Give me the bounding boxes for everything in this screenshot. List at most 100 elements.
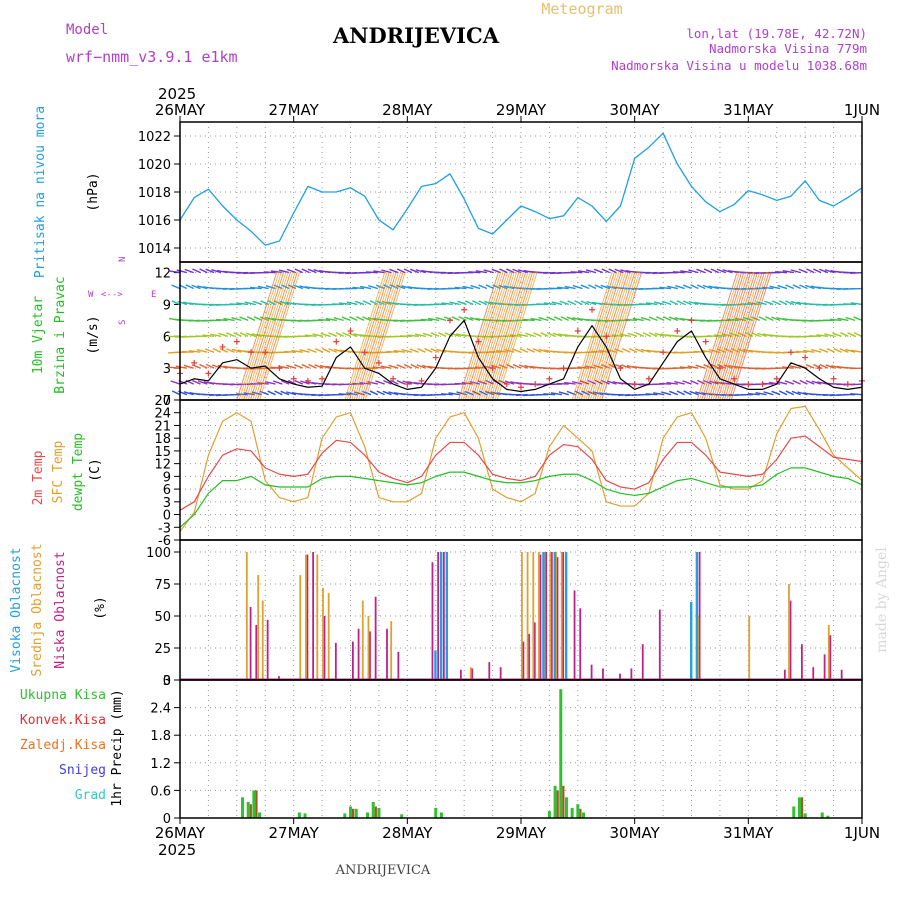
wind-arrow	[264, 381, 276, 385]
wind-arrow	[768, 381, 781, 385]
wind-arrow-streak	[458, 271, 499, 401]
wind-arrow-streak	[594, 271, 636, 401]
wind-arrow	[593, 268, 604, 274]
wind-gust-marker	[475, 338, 482, 345]
temperature-tick-label: -6	[158, 534, 171, 549]
wind-arrow	[804, 284, 815, 290]
wind-arrow	[669, 390, 679, 396]
wind-gust-marker	[418, 377, 425, 384]
cloud-bar	[533, 622, 536, 680]
wind-arrow-streak	[580, 271, 622, 401]
wind-arrow	[806, 268, 815, 274]
precip-legend-conv: Konvek.Kisa	[20, 713, 106, 728]
cloud-bar	[829, 635, 832, 680]
wind-arrow	[485, 284, 495, 290]
wind-gust-marker	[617, 365, 624, 372]
precip-total-bar	[252, 790, 256, 818]
wind-arrow	[824, 269, 835, 274]
wind-arrow	[410, 363, 419, 369]
wind-arrow	[470, 316, 481, 322]
wind-arrow-streak	[357, 271, 399, 401]
wind-arrow	[771, 390, 781, 396]
wind-arrow-streak	[717, 271, 759, 401]
wind-arrow	[491, 268, 501, 274]
cloud-high-label: Visoka Oblacnost	[9, 547, 24, 672]
cloud-bar	[564, 552, 568, 680]
temperature-tick-label: 6	[163, 483, 171, 498]
wind-arrow-streak	[598, 271, 640, 401]
wind-arrow	[667, 285, 679, 290]
precip-total-bar	[797, 797, 801, 818]
precip-total-bar	[297, 812, 301, 818]
cloud-bar	[528, 633, 530, 680]
temperature-tick-label: 3	[163, 496, 171, 511]
cloud-bar	[306, 554, 309, 680]
wind-arrow	[608, 268, 617, 274]
wind-unit: (m/s)	[86, 315, 101, 354]
location-title: ANDRIJEVICA	[332, 23, 500, 48]
wind-arrow	[365, 271, 378, 274]
wind-arrow	[284, 350, 296, 353]
wind-arrow	[239, 332, 249, 337]
cloud-tick-label: 50	[154, 610, 171, 625]
wind-gust-marker	[546, 375, 553, 382]
precip-legend-snow: Snijeg	[59, 763, 106, 778]
wind-gust-marker	[375, 359, 382, 366]
cloud-mid-label: Srednja Oblacnost	[30, 543, 45, 676]
wind-arrow	[464, 300, 474, 306]
cloud-bar	[374, 596, 377, 680]
precip-legend-total: Ukupna Kisa	[20, 688, 106, 703]
wind-arrow-streak	[245, 271, 287, 401]
wind-direction-arrows	[168, 268, 863, 401]
wind-arrow	[204, 348, 215, 353]
wind-arrow	[831, 364, 842, 369]
wind-arrow-streak	[698, 271, 740, 401]
precip-legend-graupel: Grad	[75, 788, 106, 803]
wind-arrow	[567, 300, 576, 306]
wind-arrow	[763, 391, 774, 396]
footer-location: ANDRIJEVICA	[335, 863, 431, 878]
wind-arrow	[708, 285, 719, 290]
cloud-bar	[590, 664, 593, 680]
wind-arrow	[373, 270, 385, 274]
wind-arrow	[245, 332, 256, 337]
wind-arrow	[635, 348, 645, 353]
precip-total-bar	[354, 808, 358, 818]
wind-arrow	[536, 303, 549, 306]
wind-gust-marker	[631, 381, 638, 388]
bottom-day-label: 31MAY	[723, 824, 774, 842]
wind-arrow	[782, 270, 794, 274]
wind-arrow	[626, 364, 638, 369]
wind-arrow-streak	[478, 271, 520, 401]
cloud-bar	[488, 662, 491, 680]
wind-arrow	[570, 271, 583, 274]
wind-arrow	[825, 364, 835, 369]
wind-arrow	[428, 317, 440, 322]
wind-arrow-streak	[355, 271, 397, 401]
wind-arrow	[697, 379, 706, 385]
wind-arrow	[191, 284, 201, 290]
wind-arrow	[764, 300, 774, 306]
wind-arrow	[614, 268, 624, 274]
cloud-bar	[249, 607, 252, 680]
wind-arrow	[621, 347, 631, 353]
precip-tick-label: 1.2	[150, 757, 171, 772]
top-day-label: 31MAY	[723, 101, 774, 119]
wind-arrow	[682, 380, 692, 385]
wind-gust-marker	[716, 365, 723, 372]
wind-title-2: Brzina i Pravac	[53, 276, 68, 393]
wind-arrow	[778, 300, 788, 306]
wind-arrow	[540, 331, 549, 337]
temp-2m-line	[179, 435, 863, 511]
cloud-bar	[698, 552, 701, 680]
precip-total-bar	[343, 813, 347, 818]
wind-arrow	[226, 332, 235, 337]
bottom-day-labels: 26MAY 27MAY 28MAY 29MAY 30MAY 31MAY 1JUN	[155, 818, 880, 842]
wind-gust-marker	[532, 381, 539, 388]
wind-arrow-streak	[348, 271, 390, 401]
precip-total-bar	[547, 811, 551, 818]
wind-arrow	[183, 364, 194, 369]
precip-total-bar	[439, 812, 443, 818]
temperature-tick-label: 12	[154, 458, 171, 473]
cloud-bar	[783, 669, 786, 680]
